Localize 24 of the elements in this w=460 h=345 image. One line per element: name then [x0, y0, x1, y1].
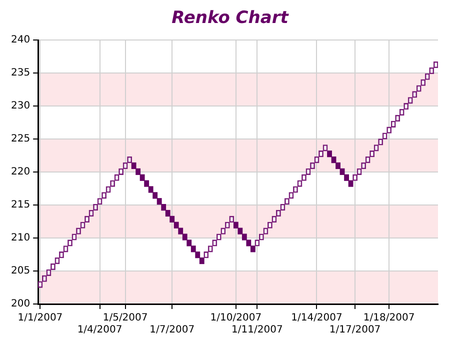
- y-tick-label: 230: [10, 100, 30, 112]
- candlestick: [38, 281, 43, 288]
- y-tick-label: 205: [10, 266, 30, 277]
- candlestick: [72, 234, 77, 240]
- candlestick: [288, 192, 294, 199]
- y-tick-label: 200: [10, 298, 30, 310]
- y-tick-label: 215: [10, 200, 30, 211]
- y-tick-label: 235: [10, 68, 30, 79]
- chart-title: Renko Chart: [170, 8, 290, 28]
- candlestick: [106, 186, 111, 193]
- x-tick-label: 1/5/2007: [102, 312, 148, 324]
- x-tick-label: 1/10/2007: [210, 312, 262, 324]
- y-tick-label: 220: [10, 166, 30, 178]
- x-tick-label: 1/17/2007: [329, 324, 381, 336]
- candlestick: [297, 180, 302, 187]
- x-tick-label: 1/18/2007: [363, 312, 415, 324]
- x-tick-label: 1/7/2007: [150, 324, 195, 336]
- x-tick-label: 1/4/2007: [77, 324, 122, 336]
- y-tick-label: 225: [10, 134, 30, 145]
- y-tick-label: 210: [10, 232, 30, 244]
- x-tick-label: 1/1/2007: [18, 312, 63, 324]
- y-tick-label: 240: [10, 34, 30, 46]
- x-tick-label: 1/11/2007: [232, 324, 283, 336]
- x-tick-label: 1/14/2007: [291, 312, 342, 324]
